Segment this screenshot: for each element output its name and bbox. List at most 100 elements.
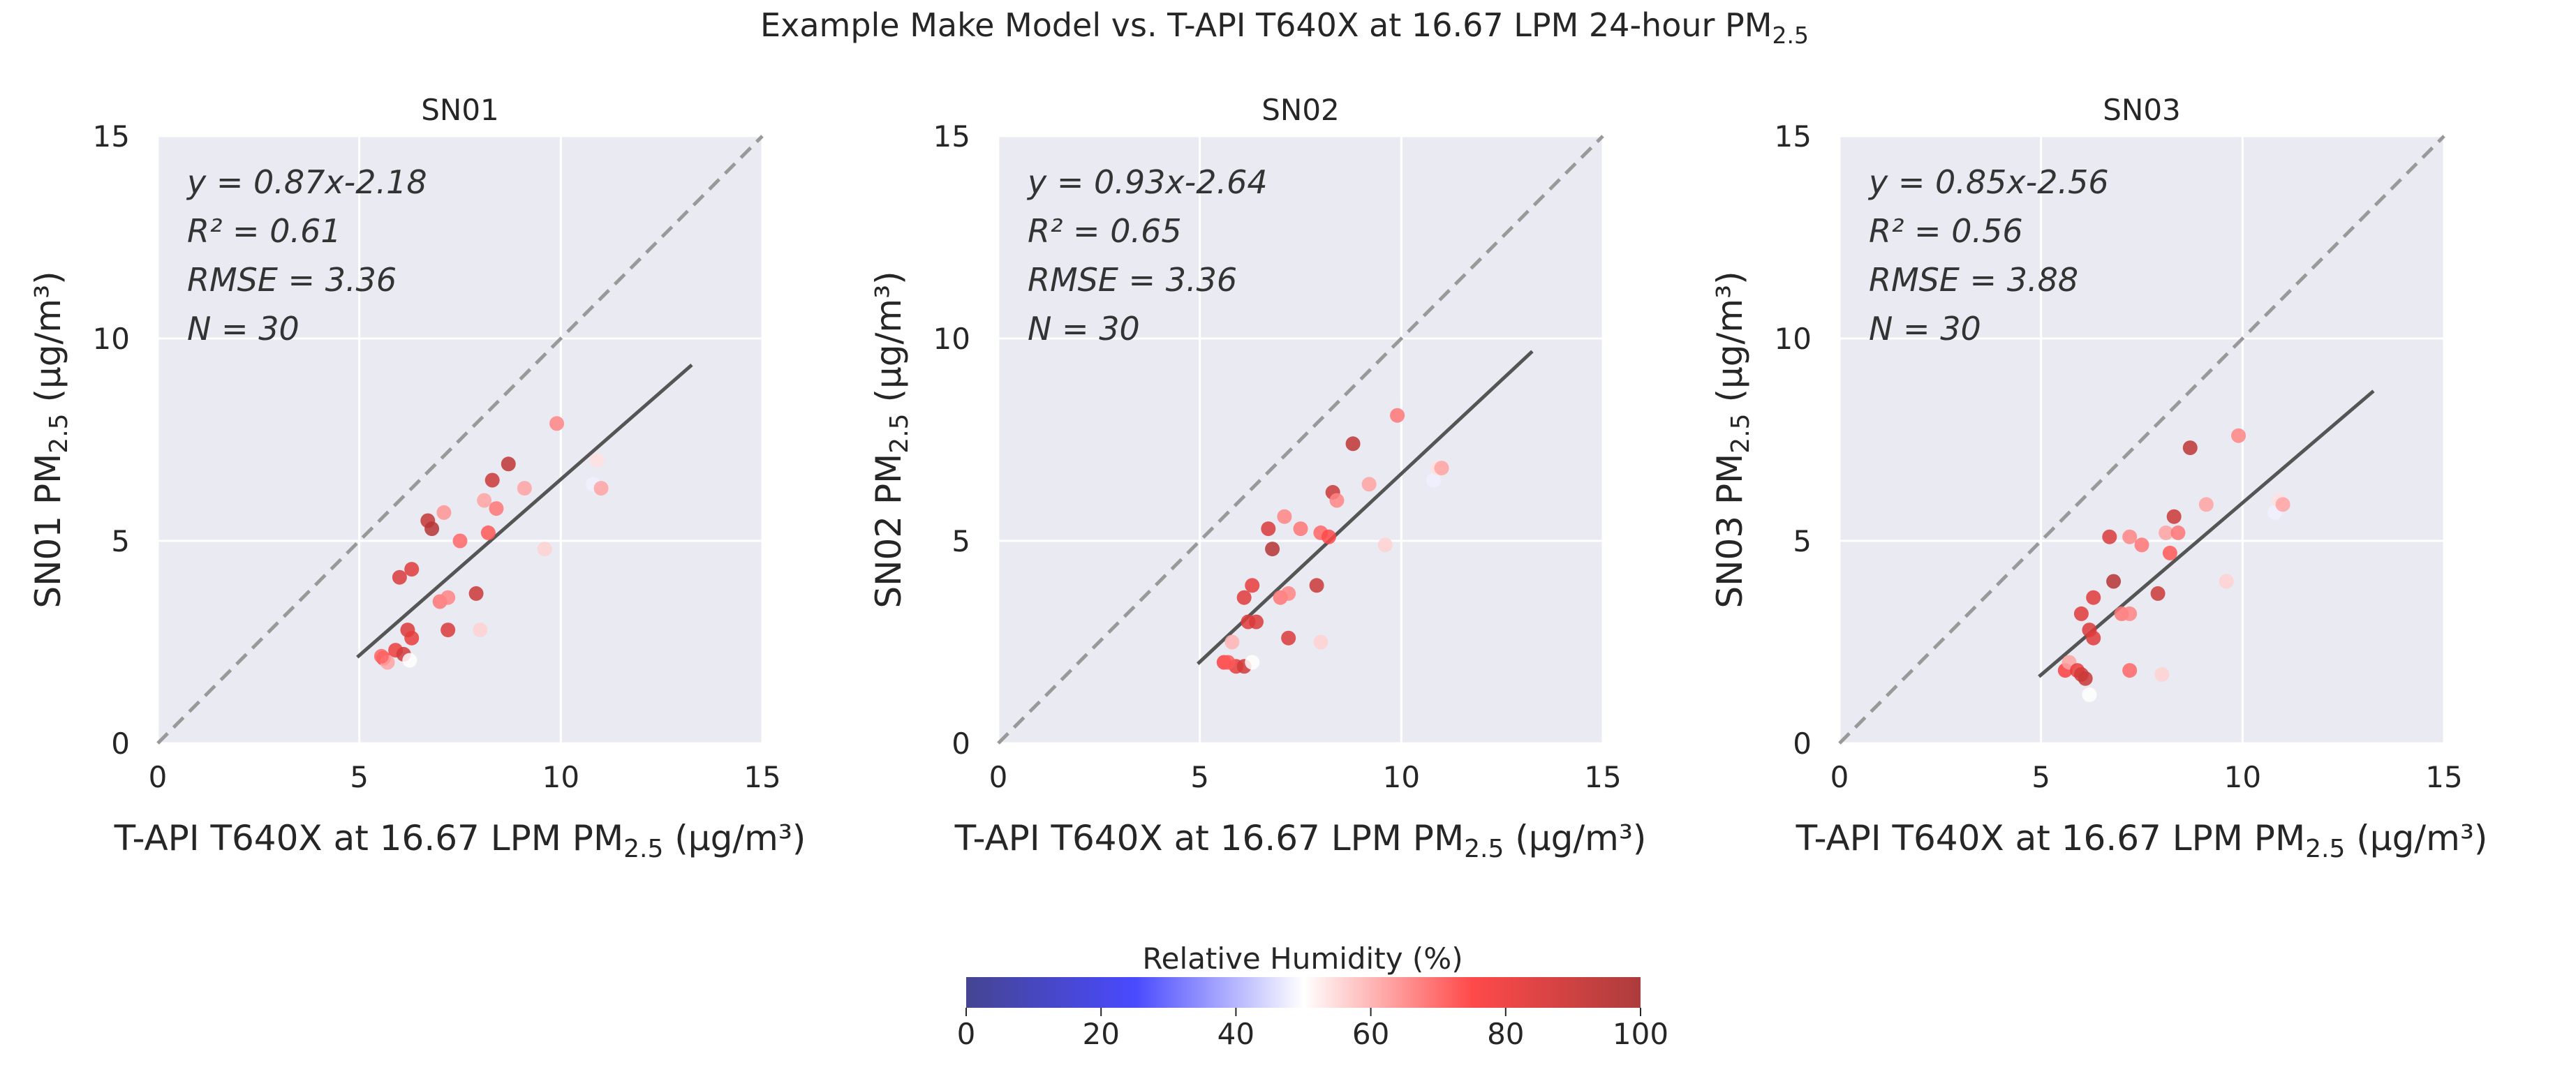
y-axis-label-sub: 2.5: [1726, 413, 1755, 453]
y-tick-label: 0: [1793, 727, 1812, 761]
x-tick-label: 0: [1830, 760, 1849, 794]
colorbar: Relative Humidity (%) 0 20 40 60 80 100: [957, 941, 1668, 1051]
y-axis-label-unit: (μg/m³): [1710, 271, 1750, 413]
data-point: [517, 481, 532, 496]
data-point: [1245, 578, 1260, 593]
data-point: [2122, 529, 2138, 544]
data-point: [2154, 667, 2170, 682]
one-to-one-line: [1838, 135, 2445, 745]
x-axis-label: T-API T640X at 16.67 LPM PM2.5 (μg/m³): [954, 818, 1647, 863]
stats-n: N = 30: [1028, 310, 1140, 348]
y-tick-label: 0: [952, 727, 970, 761]
data-point: [1277, 509, 1292, 524]
data-point: [2231, 428, 2246, 443]
x-tick-label: 15: [1584, 760, 1621, 794]
data-point: [2122, 663, 2138, 678]
panel-sn03: 0 5 10 15 0 5 10 15 SN03 T-API T640X at 16.67 LPM…: [1710, 93, 2487, 863]
panel-title: SN02: [1261, 93, 1340, 127]
colorbar-tick-label: 80: [1487, 1017, 1524, 1051]
x-tick-label: 5: [1190, 760, 1209, 794]
stats-rmse: RMSE = 3.88: [1869, 261, 2078, 299]
data-point: [2170, 525, 2186, 540]
colorbar-tick-label: 60: [1352, 1017, 1389, 1051]
data-point: [489, 501, 504, 516]
y-axis-label-main: SN01 PM: [28, 454, 68, 609]
data-point: [1293, 521, 1308, 537]
panel-title: SN03: [2103, 93, 2181, 127]
data-point: [2198, 497, 2214, 512]
data-point: [1236, 590, 1252, 605]
x-axis-label-main: T-API T640X at 16.67 LPM PM: [1796, 818, 2306, 858]
data-point: [2073, 606, 2089, 621]
data-point: [1329, 493, 1345, 508]
data-point: [1313, 634, 1328, 650]
data-point: [2166, 509, 2182, 524]
data-point: [1377, 537, 1393, 553]
colorbar-gradient: [966, 977, 1641, 1008]
data-point: [1245, 655, 1260, 670]
y-tick-label: 10: [933, 322, 970, 356]
scatter-points: [2057, 428, 2290, 702]
x-tick-label: 10: [542, 760, 579, 794]
panel-sn02: 0 5 10 15 0 5 10 15 SN02 T-API T640X at 16.67 LPM…: [868, 93, 1646, 863]
data-point: [593, 481, 609, 496]
data-point: [441, 623, 456, 638]
colorbar-tick-label: 40: [1217, 1017, 1254, 1051]
data-point: [1281, 630, 1296, 646]
x-axis-label-sub: 2.5: [623, 835, 663, 863]
stats-annotation: y = 0.87x-2.18 R² = 0.61 RMSE = 3.36 N = 30: [186, 163, 427, 348]
data-point: [1345, 436, 1361, 452]
stats-n: N = 30: [187, 310, 299, 348]
x-axis-label-unit: (μg/m³): [663, 818, 806, 858]
data-point: [1281, 586, 1296, 601]
y-axis-label-unit: (μg/m³): [868, 271, 909, 413]
y-tick-label: 5: [111, 524, 130, 558]
stats-annotation: y = 0.93x-2.64 R² = 0.65 RMSE = 3.36 N = 30: [1026, 163, 1268, 348]
data-point: [1220, 655, 1236, 670]
colorbar-ticks: 0 20 40 60 80 100: [957, 1008, 1668, 1051]
data-point: [2219, 574, 2234, 589]
data-point: [1248, 614, 1264, 630]
y-axis-label: SN02 PM2.5 (μg/m³): [868, 271, 914, 608]
colorbar-tick-label: 20: [1082, 1017, 1119, 1051]
colorbar-tick-label: 0: [957, 1017, 976, 1051]
data-point: [2106, 574, 2122, 589]
stats-n: N = 30: [1869, 310, 1981, 348]
data-point: [484, 472, 500, 488]
data-point: [1426, 472, 1442, 488]
y-axis-label-main: SN02 PM: [868, 454, 909, 609]
y-axis-label: SN03 PM2.5 (μg/m³): [1710, 271, 1755, 608]
data-point: [473, 623, 488, 638]
y-axis-label-sub: 2.5: [885, 413, 914, 453]
y-axis-label-sub: 2.5: [45, 413, 73, 453]
stats-eq: y = 0.93x-2.64: [1026, 163, 1268, 201]
one-to-one-line: [156, 135, 764, 745]
data-point: [589, 452, 605, 468]
data-point: [501, 456, 516, 472]
data-point: [2086, 590, 2101, 605]
y-tick-label: 15: [1775, 119, 1812, 154]
data-point: [373, 648, 389, 664]
stats-rmse: RMSE = 3.36: [1028, 261, 1237, 299]
scatter-points: [373, 416, 609, 670]
data-point: [402, 653, 417, 668]
y-tick-label: 0: [111, 727, 130, 761]
data-point: [549, 416, 565, 431]
data-point: [1261, 521, 1276, 537]
x-tick-label: 10: [2224, 760, 2261, 794]
x-tick-label: 15: [743, 760, 780, 794]
data-point: [1265, 542, 1280, 557]
data-point: [2122, 606, 2138, 621]
fit-line: [356, 363, 693, 659]
data-point: [2182, 440, 2198, 456]
stats-r2: R² = 0.61: [187, 212, 341, 250]
panels: 0 5 10 15 0 5 10 15 SN01 T-API T640X at 16.67 LPM…: [28, 93, 2487, 863]
y-tick-label: 10: [1775, 322, 1812, 356]
y-tick-label: 5: [1793, 524, 1812, 558]
x-axis-label-main: T-API T640X at 16.67 LPM PM: [114, 818, 624, 858]
data-point: [1321, 529, 1336, 544]
colorbar-tick-label: 100: [1613, 1017, 1668, 1051]
data-point: [441, 590, 456, 605]
stats-r2: R² = 0.65: [1028, 212, 1182, 250]
